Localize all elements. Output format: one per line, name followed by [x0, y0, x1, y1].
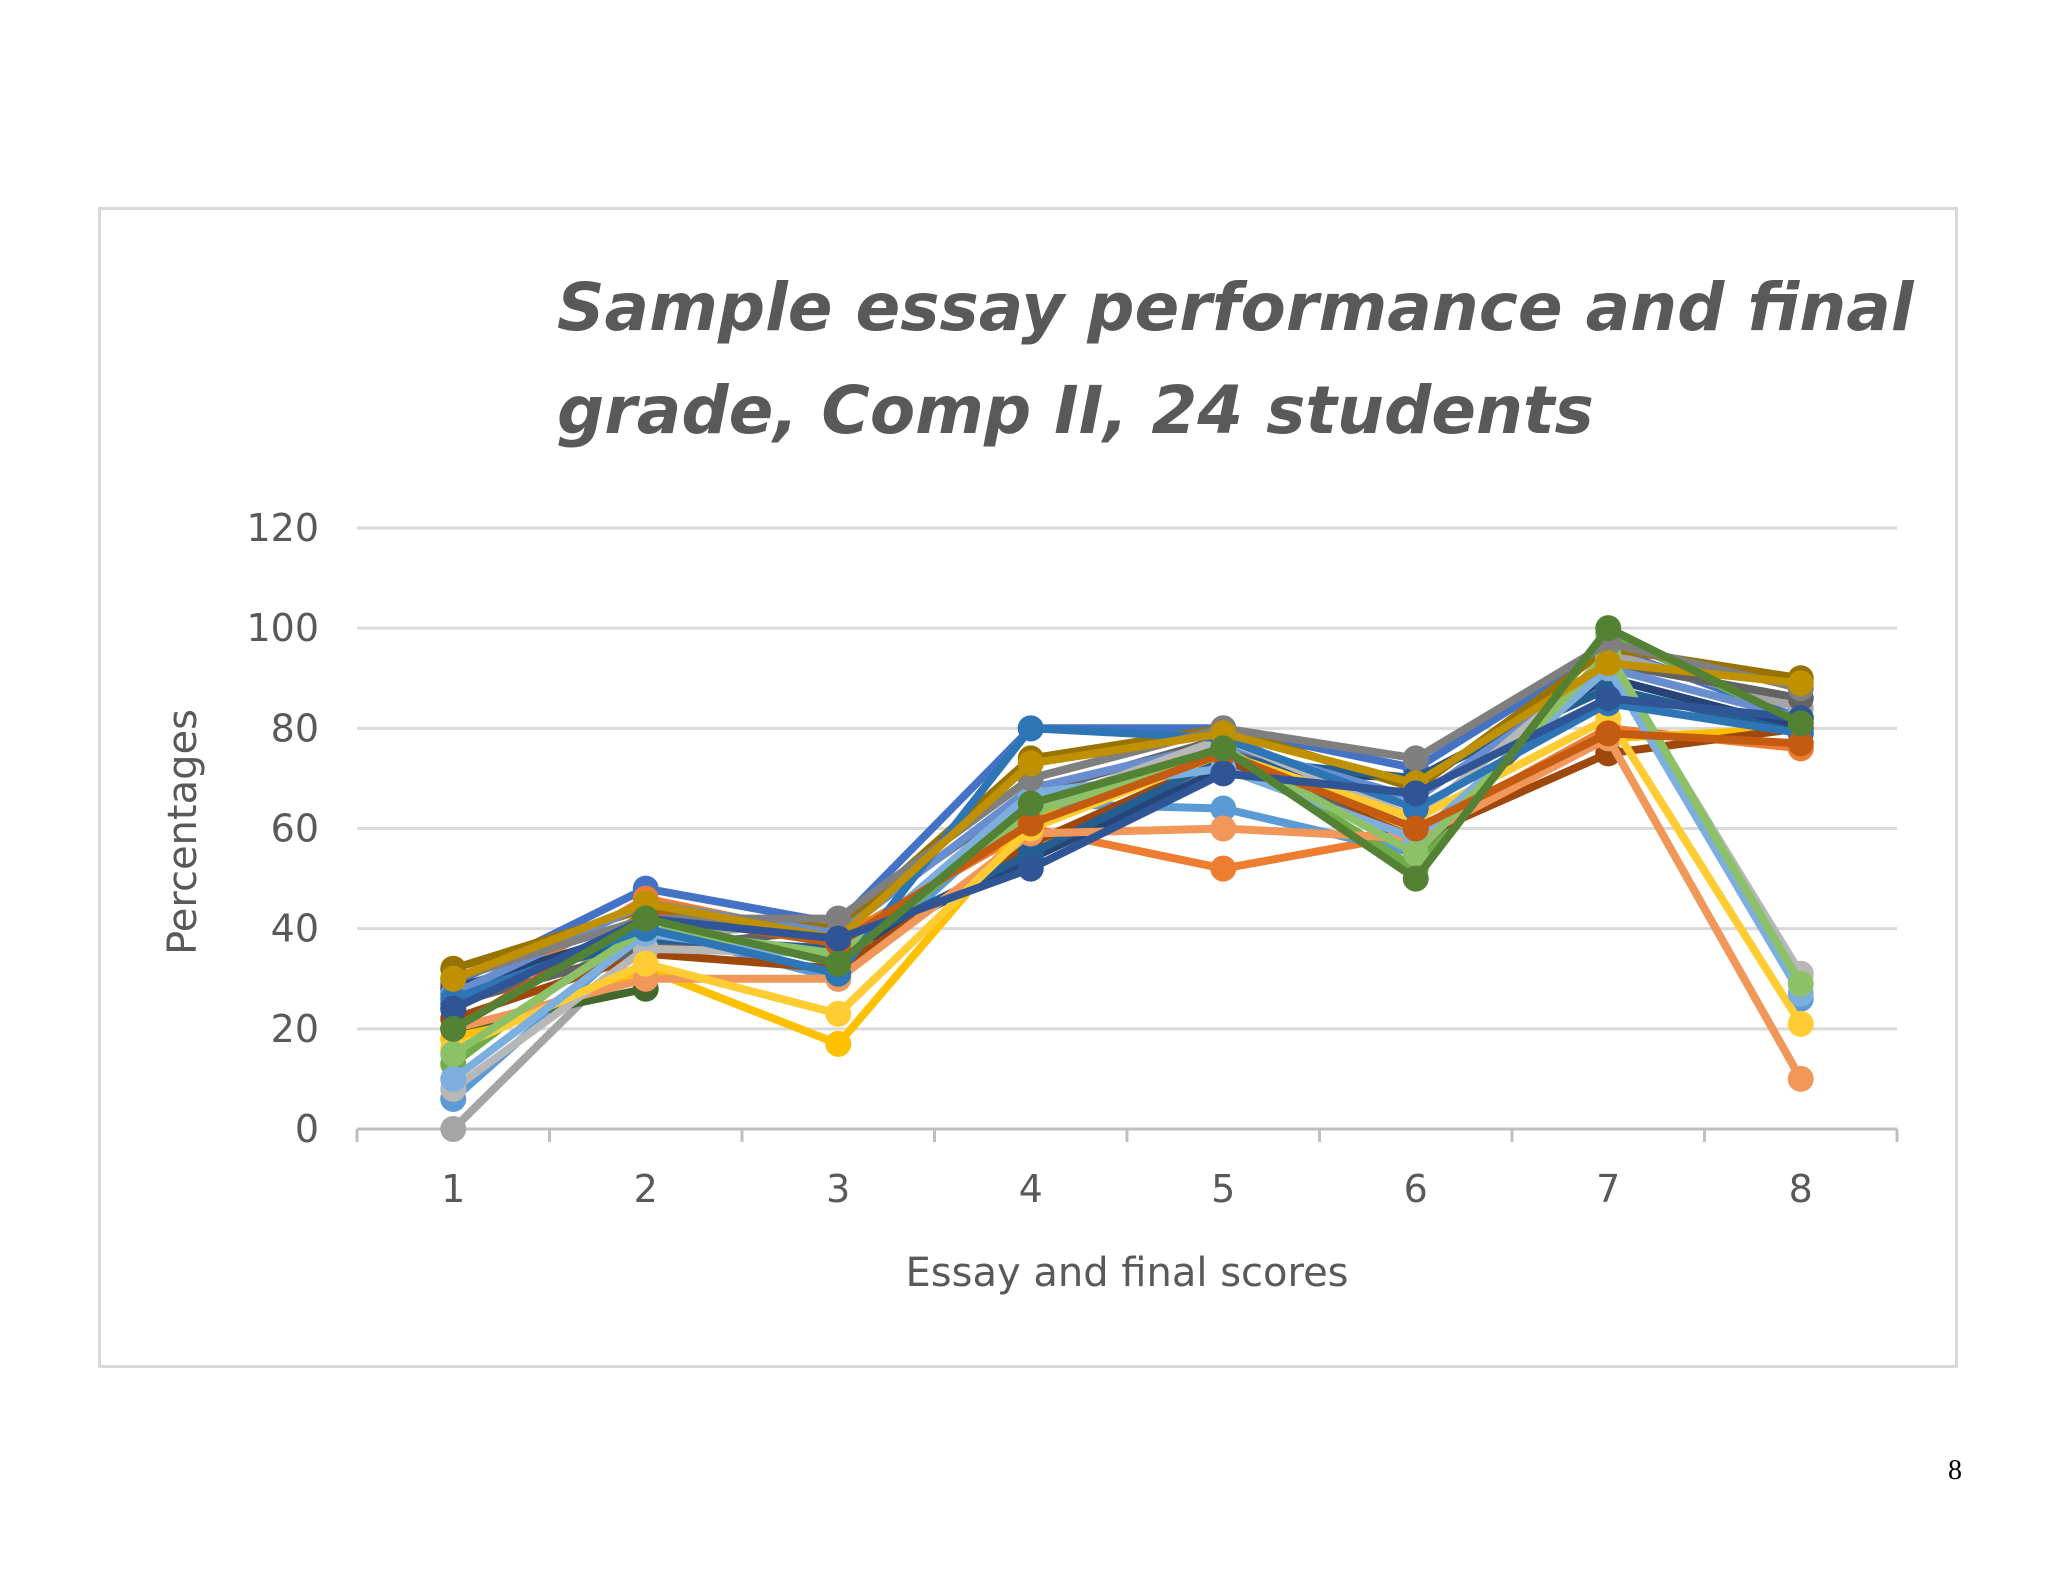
data-point	[1787, 970, 1814, 997]
y-tick-label: 40	[271, 907, 319, 951]
data-point	[825, 1000, 852, 1027]
data-point	[1017, 715, 1044, 742]
x-tick-label: 7	[1596, 1167, 1620, 1211]
data-point	[1595, 720, 1622, 747]
data-point	[1595, 615, 1622, 642]
data-point	[1787, 710, 1814, 737]
data-point	[825, 925, 852, 952]
data-point	[1787, 1065, 1814, 1092]
series-line	[449, 659, 1805, 983]
y-axis-title: Percentages	[160, 709, 206, 955]
data-point	[440, 965, 467, 992]
data-point	[440, 1116, 467, 1142]
data-point	[1787, 730, 1814, 757]
data-point	[1017, 810, 1044, 837]
x-tick-label: 5	[1211, 1167, 1235, 1211]
page-number: 8	[1948, 1455, 1962, 1486]
chart-frame: Sample essay performance and final grade…	[98, 207, 1958, 1368]
data-point	[440, 1015, 467, 1042]
x-tick-label: 6	[1404, 1167, 1428, 1211]
x-axis-title: Essay and final scores	[905, 1250, 1348, 1296]
series-24	[440, 615, 1814, 1042]
y-tick-label: 100	[246, 606, 319, 650]
data-point	[632, 905, 659, 932]
data-point	[1402, 815, 1429, 842]
series-line	[449, 699, 1805, 1003]
data-point	[632, 950, 659, 977]
data-point	[440, 1065, 467, 1092]
data-point	[1210, 855, 1237, 882]
data-series	[440, 615, 1814, 1142]
x-tick-label: 3	[826, 1167, 850, 1211]
data-point	[1402, 865, 1429, 892]
x-axis-ticks: 1 2 3 4 5 6 7 8	[441, 1167, 1813, 1211]
data-point	[1402, 780, 1429, 807]
series-line	[449, 694, 1805, 1013]
data-point	[1787, 670, 1814, 697]
data-point	[825, 1030, 852, 1057]
data-point	[1017, 855, 1044, 882]
x-tick-label: 1	[441, 1167, 465, 1211]
y-tick-label: 80	[271, 706, 319, 750]
y-axis-ticks: 0 20 40 60 80 100 120	[246, 506, 319, 1151]
data-point	[1017, 750, 1044, 777]
data-point	[1210, 760, 1237, 787]
x-tick-label: 8	[1789, 1167, 1813, 1211]
chart-title-line-2: grade, Comp II, 24 students	[557, 372, 1594, 449]
data-point	[1595, 650, 1622, 677]
data-point	[1017, 790, 1044, 817]
chart-canvas: Sample essay performance and final grade…	[160, 269, 1915, 1296]
series-line	[449, 624, 1805, 1033]
data-point	[1787, 1010, 1814, 1037]
data-point	[1402, 840, 1429, 867]
data-point	[440, 1040, 467, 1067]
chart-title-line-1: Sample essay performance and final	[557, 269, 1915, 346]
y-tick-label: 120	[246, 506, 319, 550]
data-point	[1210, 815, 1237, 842]
x-axis	[355, 1127, 1899, 1142]
data-point	[1210, 795, 1237, 822]
x-tick-label: 2	[634, 1167, 658, 1211]
data-point	[1595, 685, 1622, 712]
x-tick-label: 4	[1019, 1167, 1043, 1211]
series-line	[449, 724, 1805, 1023]
y-tick-label: 0	[295, 1107, 319, 1151]
data-point	[1402, 745, 1429, 772]
y-tick-label: 20	[271, 1007, 319, 1051]
data-point	[1210, 735, 1237, 762]
y-tick-label: 60	[271, 807, 319, 851]
series-line	[449, 734, 1805, 1083]
data-point	[440, 995, 467, 1022]
data-point	[825, 950, 852, 977]
data-point	[825, 905, 852, 932]
